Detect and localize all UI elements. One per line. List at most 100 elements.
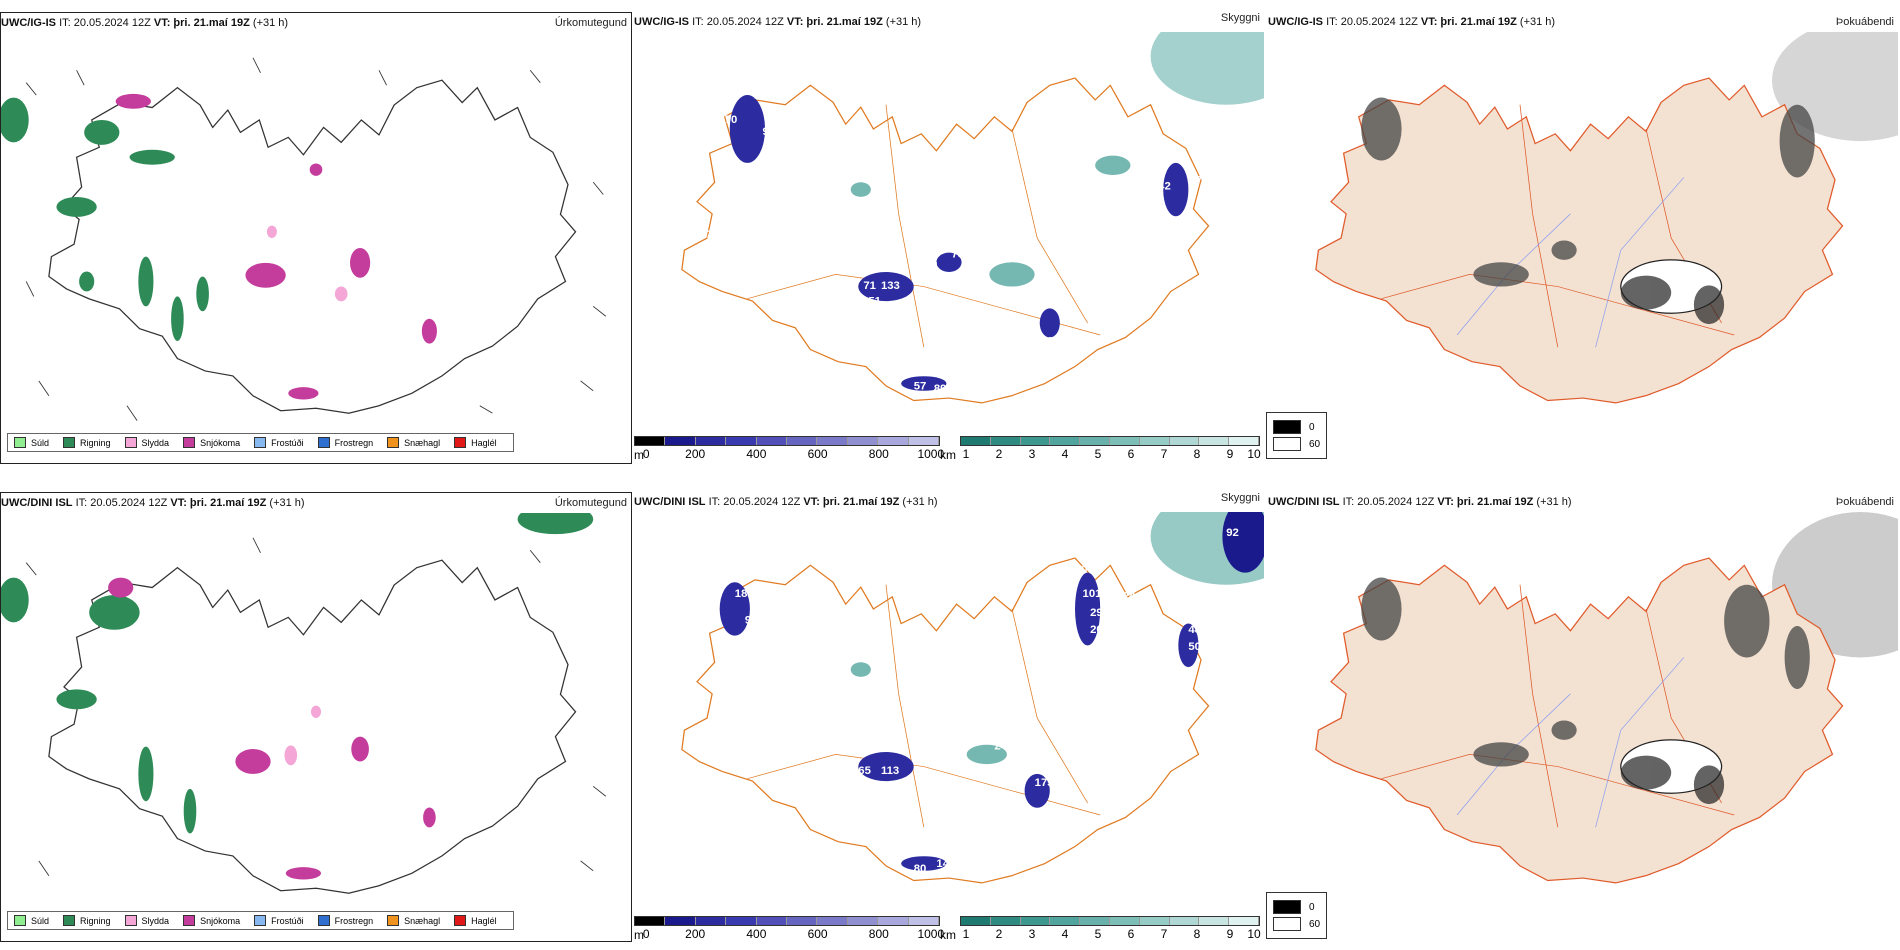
legend-item: Frostregn xyxy=(317,915,373,926)
visibility-label: 101 xyxy=(1083,588,1102,600)
legend-swatch xyxy=(317,915,330,926)
legend-item: Slydda xyxy=(124,915,169,926)
visibility-label: 30 xyxy=(1047,336,1060,348)
legend-swatch xyxy=(63,437,76,448)
visibility-label: 23 xyxy=(1050,588,1063,600)
legend-item: Slydda xyxy=(124,437,169,448)
visibility-label: 175 xyxy=(1035,777,1054,789)
legend-item: Rigning xyxy=(63,437,111,448)
visibility-label: 50 xyxy=(1188,641,1201,653)
visibility-label: 113 xyxy=(881,765,899,777)
visibility-label: 18 xyxy=(735,588,748,600)
visibility-label: 35 xyxy=(1113,144,1126,156)
visibility-label: 24 xyxy=(1123,590,1136,602)
visibility-map-1: 129 70 94 78 57 71 133 111 78 88 151 51 … xyxy=(681,32,1264,404)
visibility-label: 109 xyxy=(1075,564,1094,576)
legend-item: Rigning xyxy=(63,915,111,926)
panel-type-label: Þokuábendi xyxy=(1835,16,1894,28)
legend-item: Snæhagl xyxy=(387,437,440,448)
legend-item: Frostúði xyxy=(254,437,304,448)
legend-item: Snæhagl xyxy=(387,915,440,926)
bar-cells xyxy=(960,916,1260,926)
visibility-label: 19 xyxy=(1090,653,1103,665)
legend-swatch xyxy=(454,915,467,926)
visibility-panel-2: UWC/DINI ISL IT: 20.05.2024 12Z VT: þri.… xyxy=(634,492,1264,942)
visibility-label: 57 xyxy=(914,381,927,393)
legend-swatch xyxy=(124,915,137,926)
legend-swatch xyxy=(14,915,26,926)
bar-unit: m xyxy=(634,928,644,942)
fog-legend-item: 0 xyxy=(1273,420,1320,434)
visibility-bar-m-1: 0 200 400 600 800 1000 m xyxy=(634,436,945,462)
precip-legend: Súld Rigning Slydda Snjókoma Frostúði Fr… xyxy=(7,911,514,930)
legend-item: Frostúði xyxy=(254,915,304,926)
visibility-label: 88 xyxy=(999,253,1012,265)
visibility-label: 133 xyxy=(881,280,900,292)
fog-legend-item: 60 xyxy=(1273,917,1320,931)
legend-swatch xyxy=(254,915,267,926)
legend-swatch xyxy=(454,437,467,448)
fog-legend-2: 0 60 xyxy=(1266,892,1328,939)
precip-type-map-1 xyxy=(1,57,607,421)
row-2: UWC/DINI ISL IT: 20.05.2024 12Z VT: þri.… xyxy=(0,492,1900,942)
panel-type-label: Þokuábendi xyxy=(1835,496,1894,508)
wind-barbs xyxy=(25,57,607,421)
visibility-label: 129 xyxy=(754,90,773,102)
visibility-map-2: 92 109 101 23 24 29 20 19 48 50 113 65 8… xyxy=(681,512,1264,884)
fog-map-1 xyxy=(1315,32,1898,404)
visibility-label: 18 xyxy=(700,721,713,733)
bar-ticks: 1 2 3 4 5 6 7 8 9 10 xyxy=(962,447,1261,461)
visibility-bar-m-2: 0 200 400 600 800 1000 m xyxy=(634,916,945,942)
visibility-label: 82 xyxy=(914,746,927,758)
bar-ticks: 0 200 400 600 800 1000 xyxy=(642,927,945,941)
visibility-label: 111 xyxy=(921,261,939,273)
visibility-label: 70 xyxy=(725,114,738,126)
visibility-label: 51 xyxy=(868,296,881,308)
legend-item: Haglél xyxy=(454,915,497,926)
visibility-label: 80 xyxy=(914,863,927,875)
panel-type-label: Úrkomutegund xyxy=(554,497,627,509)
legend-swatch xyxy=(254,437,267,448)
row-1: UWC/IG-IS IT: 20.05.2024 12Z VT: þri. 21… xyxy=(0,12,1900,464)
visibility-label: 20 xyxy=(1090,624,1103,636)
panel-type-label: Skyggni xyxy=(1220,12,1260,24)
visibility-bar-km-2: 1 2 3 4 5 6 7 8 9 10 km xyxy=(940,916,1261,942)
visibility-label: 78 xyxy=(952,249,965,261)
visibility-label: 24 xyxy=(994,741,1007,753)
visibility-label: 71 xyxy=(863,280,876,292)
bar-ticks: 0 200 400 600 800 1000 xyxy=(642,447,945,461)
legend-item: Súld xyxy=(14,437,49,448)
visibility-label: 78 xyxy=(770,144,783,156)
bar-cells xyxy=(960,436,1260,446)
visibility-label: 114 xyxy=(952,741,971,753)
visibility-label: 65 xyxy=(858,765,871,777)
panel-type-label: Úrkomutegund xyxy=(554,17,627,29)
panel-type-label: Skyggni xyxy=(1220,492,1260,504)
panel-title: UWC/DINI ISL IT: 20.05.2024 12Z VT: þri.… xyxy=(634,496,938,508)
precip-type-panel-2: UWC/DINI ISL IT: 20.05.2024 12Z VT: þri.… xyxy=(0,492,632,942)
fog-panel-1: UWC/IG-IS IT: 20.05.2024 12Z VT: þri. 21… xyxy=(1268,12,1898,464)
fog-legend-1: 0 60 xyxy=(1266,412,1328,459)
legend-swatch xyxy=(124,437,137,448)
fog-panel-2: UWC/DINI ISL IT: 20.05.2024 12Z VT: þri.… xyxy=(1268,492,1898,942)
legend-item: Snjókoma xyxy=(183,437,240,448)
bar-cells xyxy=(634,916,940,926)
panel-title: UWC/IG-IS IT: 20.05.2024 12Z VT: þri. 21… xyxy=(1,17,289,29)
visibility-label: 29 xyxy=(1090,607,1103,619)
precip-legend: Súld Rigning Slydda Snjókoma Frostúði Fr… xyxy=(7,433,514,452)
legend-swatch xyxy=(387,437,400,448)
panel-title: UWC/DINI ISL IT: 20.05.2024 12Z VT: þri.… xyxy=(1,497,305,509)
visibility-label: 48 xyxy=(1188,624,1201,636)
legend-swatch xyxy=(183,915,196,926)
bar-ticks: 1 2 3 4 5 6 7 8 9 10 xyxy=(962,927,1261,941)
visibility-bar-km-1: 1 2 3 4 5 6 7 8 9 10 km xyxy=(940,436,1261,462)
bar-unit: km xyxy=(940,928,956,942)
legend-swatch xyxy=(14,437,26,448)
legend-swatch xyxy=(387,915,400,926)
visibility-labels-1: 129 70 94 78 57 71 133 111 78 88 151 51 … xyxy=(700,90,1209,395)
bar-unit: km xyxy=(940,448,956,462)
fog-legend-item: 60 xyxy=(1273,437,1320,451)
legend-swatch xyxy=(183,437,196,448)
visibility-label: 57 xyxy=(700,229,713,241)
visibility-label: 151 xyxy=(941,278,960,290)
